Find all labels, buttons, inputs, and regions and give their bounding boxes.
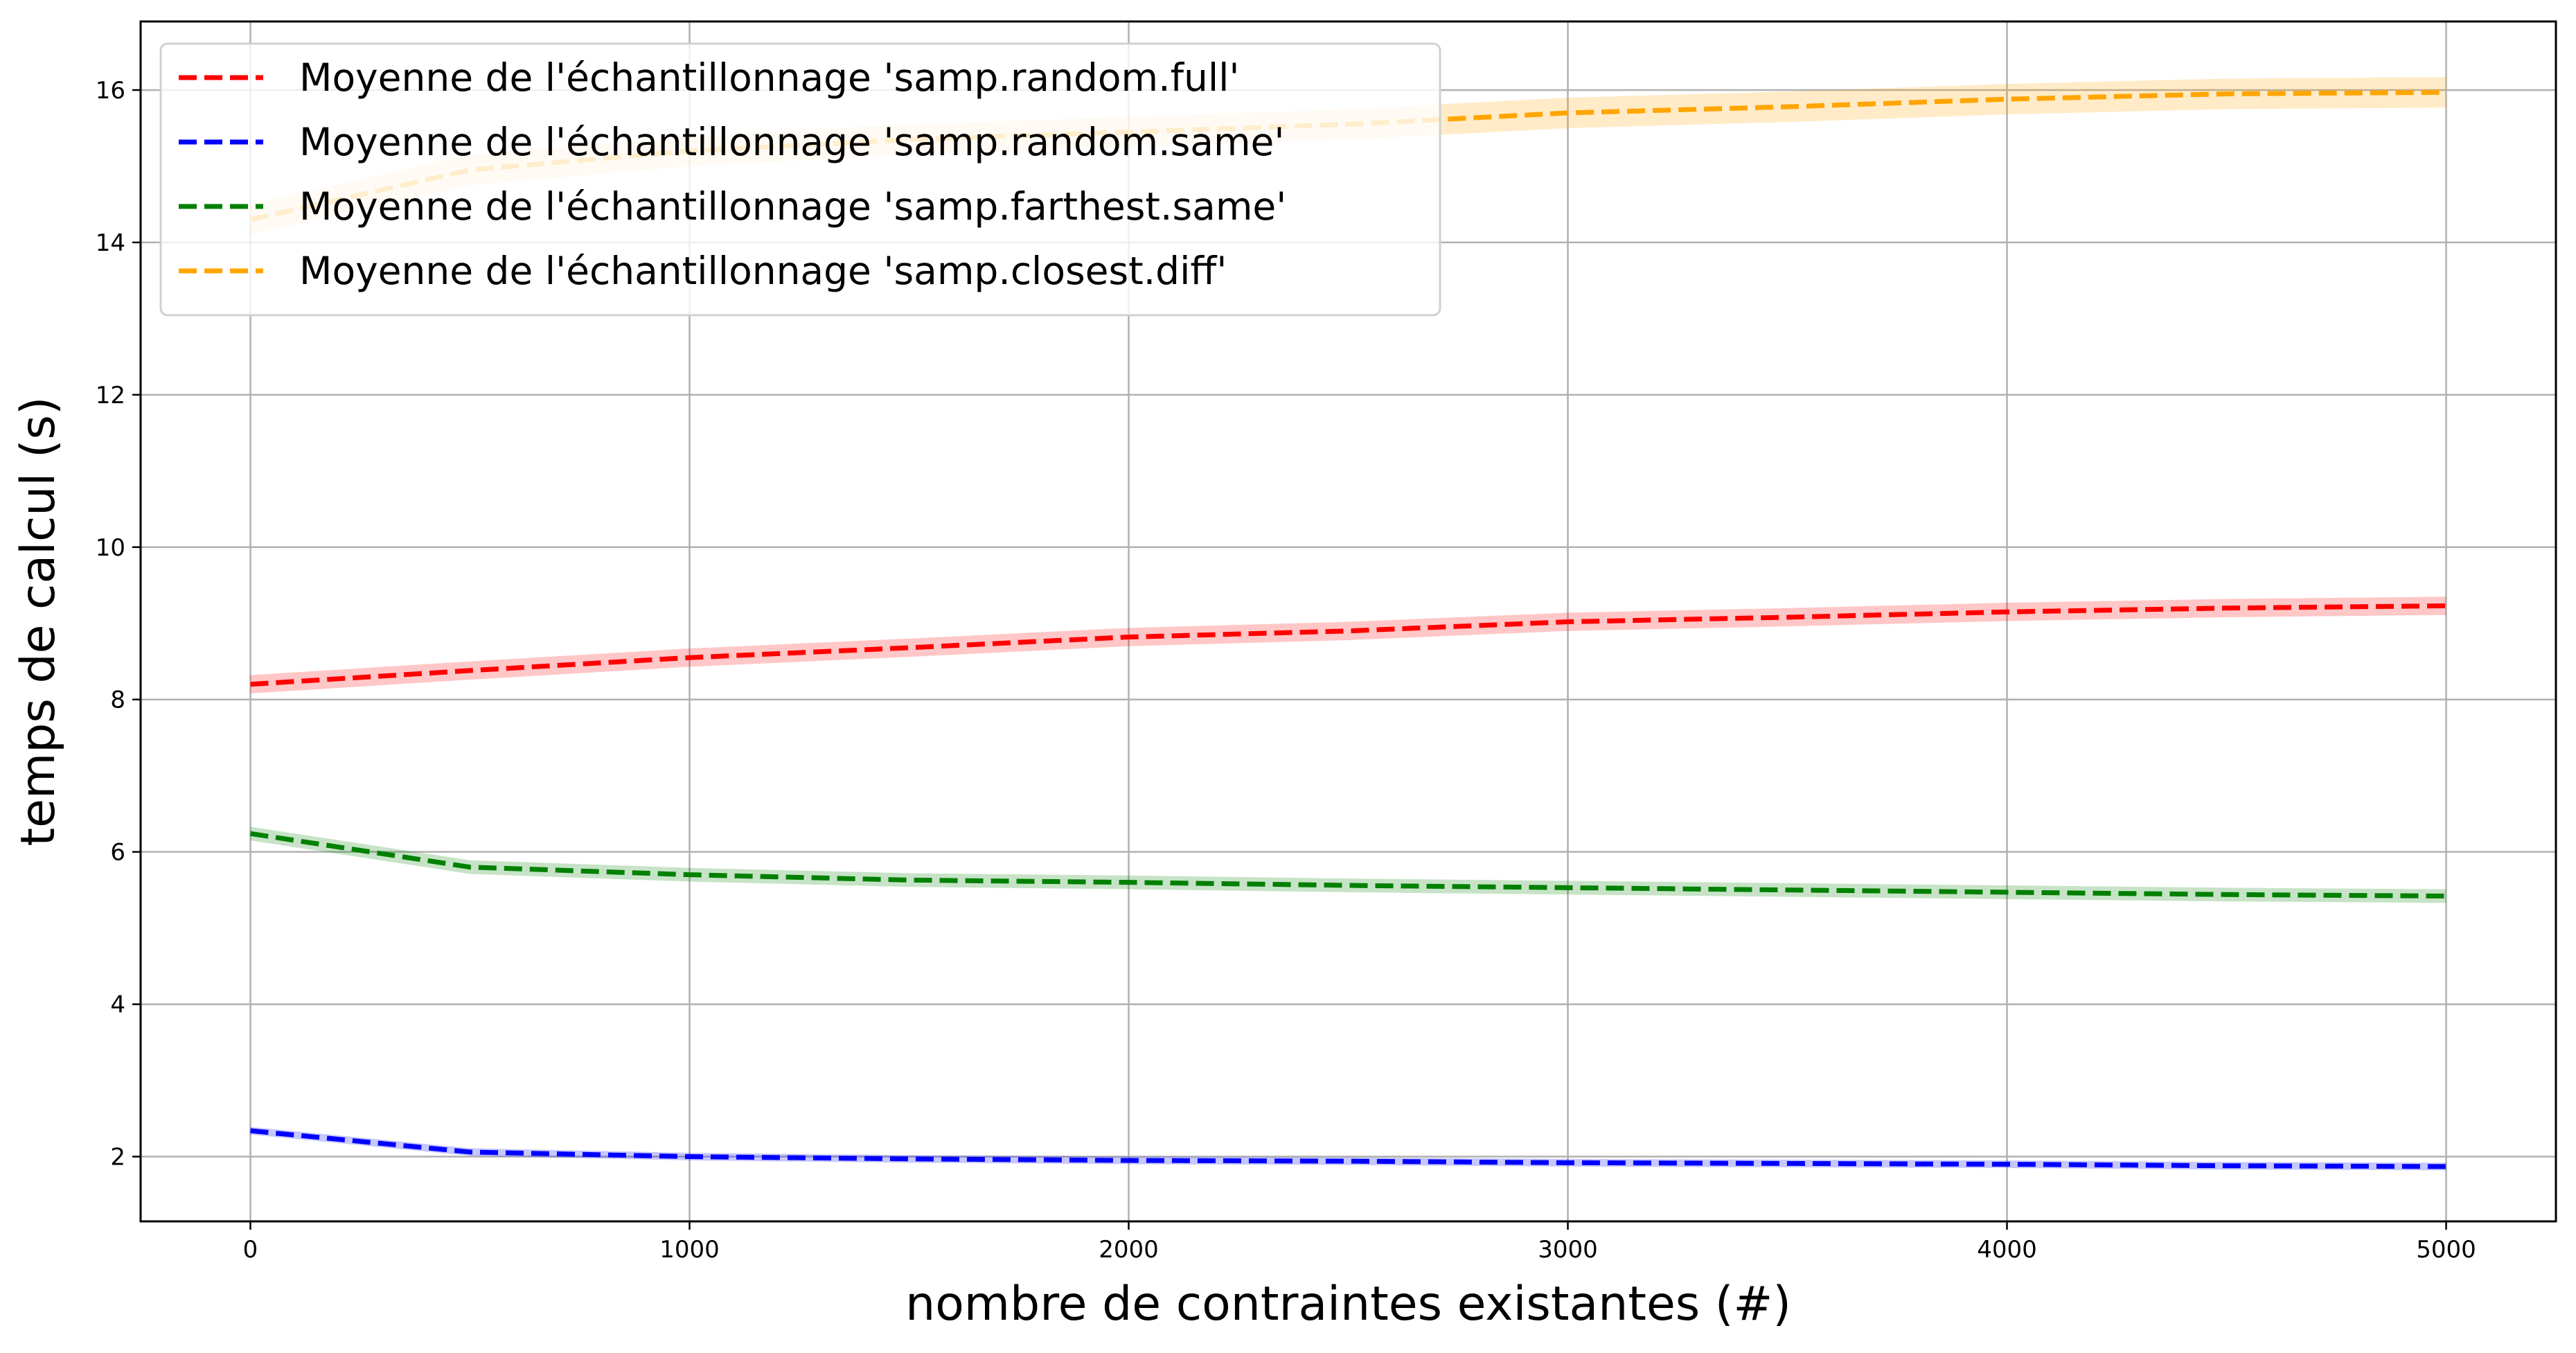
x-tick-label: 5000 (2416, 1236, 2476, 1264)
confidence-band-3 (250, 826, 2446, 903)
series-line-3 (249, 831, 2446, 899)
y-tick-label: 14 (96, 229, 125, 257)
x-tick-label: 1000 (659, 1236, 720, 1264)
y-axis-label: temps de calcul (s) (11, 397, 66, 847)
legend-entry: Moyenne de l'échantillonnage 'samp.close… (299, 249, 1227, 293)
series-line-1 (250, 603, 2446, 687)
y-tick-label: 12 (96, 382, 125, 409)
y-tick-label: 16 (96, 77, 125, 105)
confidence-band-2 (250, 1126, 2446, 1171)
confidence-band-1 (250, 596, 2446, 693)
y-tick-label: 4 (110, 991, 125, 1019)
x-tick-label: 0 (243, 1236, 258, 1264)
y-tick-label: 6 (110, 839, 125, 867)
y-tick-label: 8 (110, 687, 125, 714)
x-tick-label: 3000 (1538, 1236, 1598, 1264)
x-tick-label: 4000 (1977, 1236, 2037, 1264)
plot-frame (139, 20, 2557, 1223)
legend-entry: Moyenne de l'échantillonnage 'samp.rando… (299, 55, 1240, 100)
y-tick-label: 10 (96, 534, 125, 562)
legend-entry: Moyenne de l'échantillonnage 'samp.rando… (299, 120, 1285, 164)
y-tick-label: 2 (110, 1144, 125, 1171)
legend: Moyenne de l'échantillonnage 'samp.rando… (159, 42, 1441, 317)
axis-ticks: 0 1000 2000 3000 4000 5000 2 4 6 8 10 12 14 16 (96, 77, 2476, 1264)
x-axis-label: nombre de contraintes existantes (#) (905, 1277, 1791, 1332)
x-tick-label: 2000 (1099, 1236, 1159, 1264)
series-line-2 (250, 1128, 2446, 1169)
legend-entry: Moyenne de l'échantillonnage 'samp.farth… (299, 184, 1286, 229)
confidence-band-4 (250, 77, 2446, 235)
legend-frame (159, 42, 1441, 317)
